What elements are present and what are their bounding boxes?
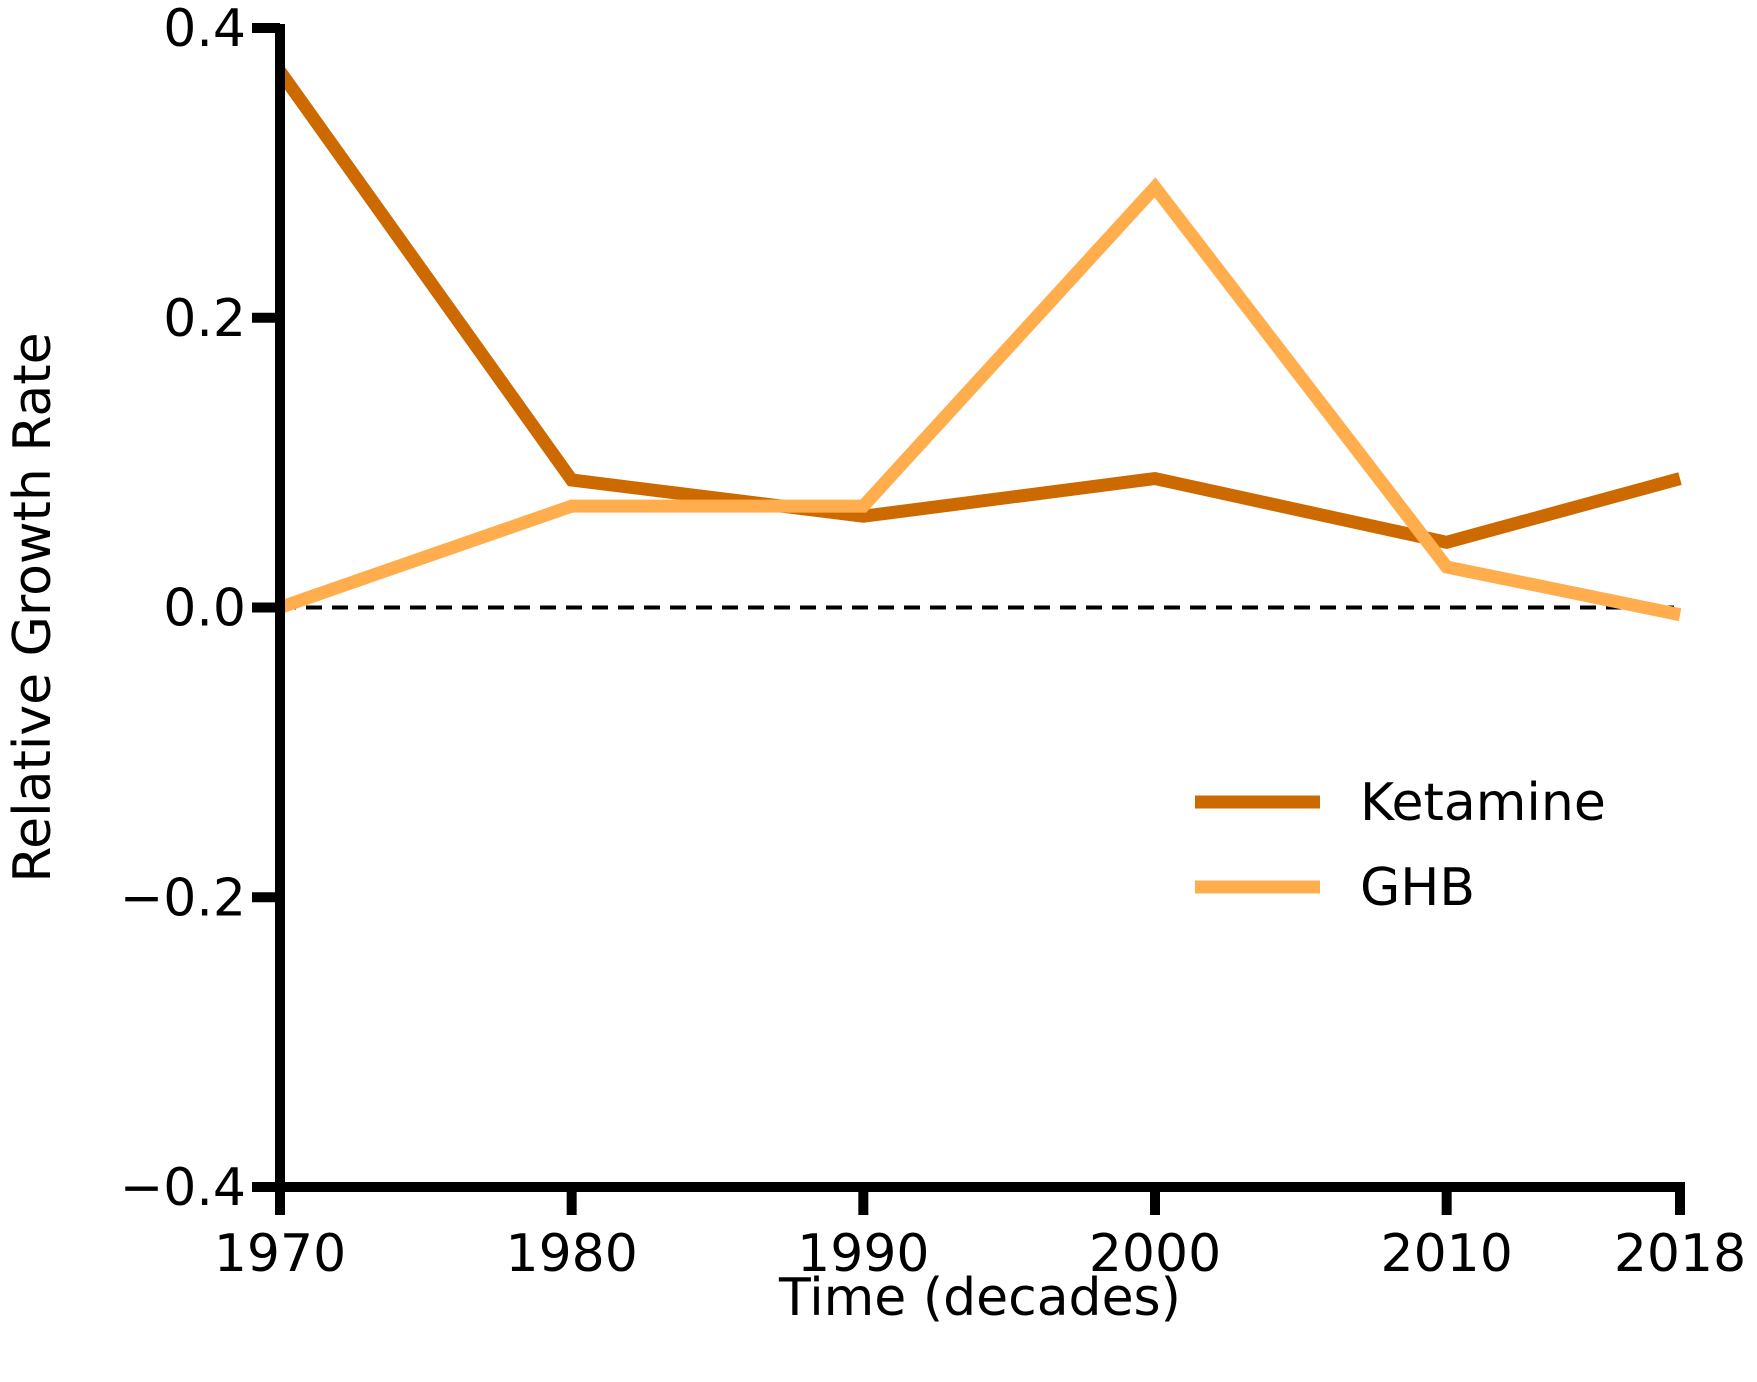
y-tick-label: −0.2 bbox=[120, 868, 246, 928]
x-tick-label: 2018 bbox=[1614, 1224, 1746, 1284]
legend-label-ghb: GHB bbox=[1360, 858, 1475, 918]
y-tick-label: 0.2 bbox=[163, 289, 246, 349]
x-tick-label: 2000 bbox=[1089, 1224, 1221, 1284]
plot-area bbox=[274, 67, 1682, 622]
x-tick-label: 1970 bbox=[214, 1224, 346, 1284]
x-tick-label: 2010 bbox=[1380, 1224, 1512, 1284]
y-axis-title: Relative Growth Rate bbox=[3, 332, 63, 882]
legend-label-ketamine: Ketamine bbox=[1360, 773, 1606, 833]
series-line-ketamine bbox=[274, 67, 1682, 549]
legend: Ketamine GHB bbox=[1195, 773, 1606, 918]
series-line-ghb bbox=[277, 177, 1682, 622]
axes: −0.4 −0.2 0.0 0.2 0.4 1970 1980 1990 2000 2010 201… bbox=[120, 0, 1746, 1284]
x-tick-label: 1980 bbox=[505, 1224, 637, 1284]
x-axis-title: Time (decades) bbox=[778, 1268, 1181, 1328]
y-tick-label: −0.4 bbox=[120, 1158, 246, 1218]
x-tick-label: 1990 bbox=[797, 1224, 929, 1284]
y-tick-label: 0.0 bbox=[163, 579, 246, 639]
y-tick-label: 0.4 bbox=[163, 0, 246, 59]
